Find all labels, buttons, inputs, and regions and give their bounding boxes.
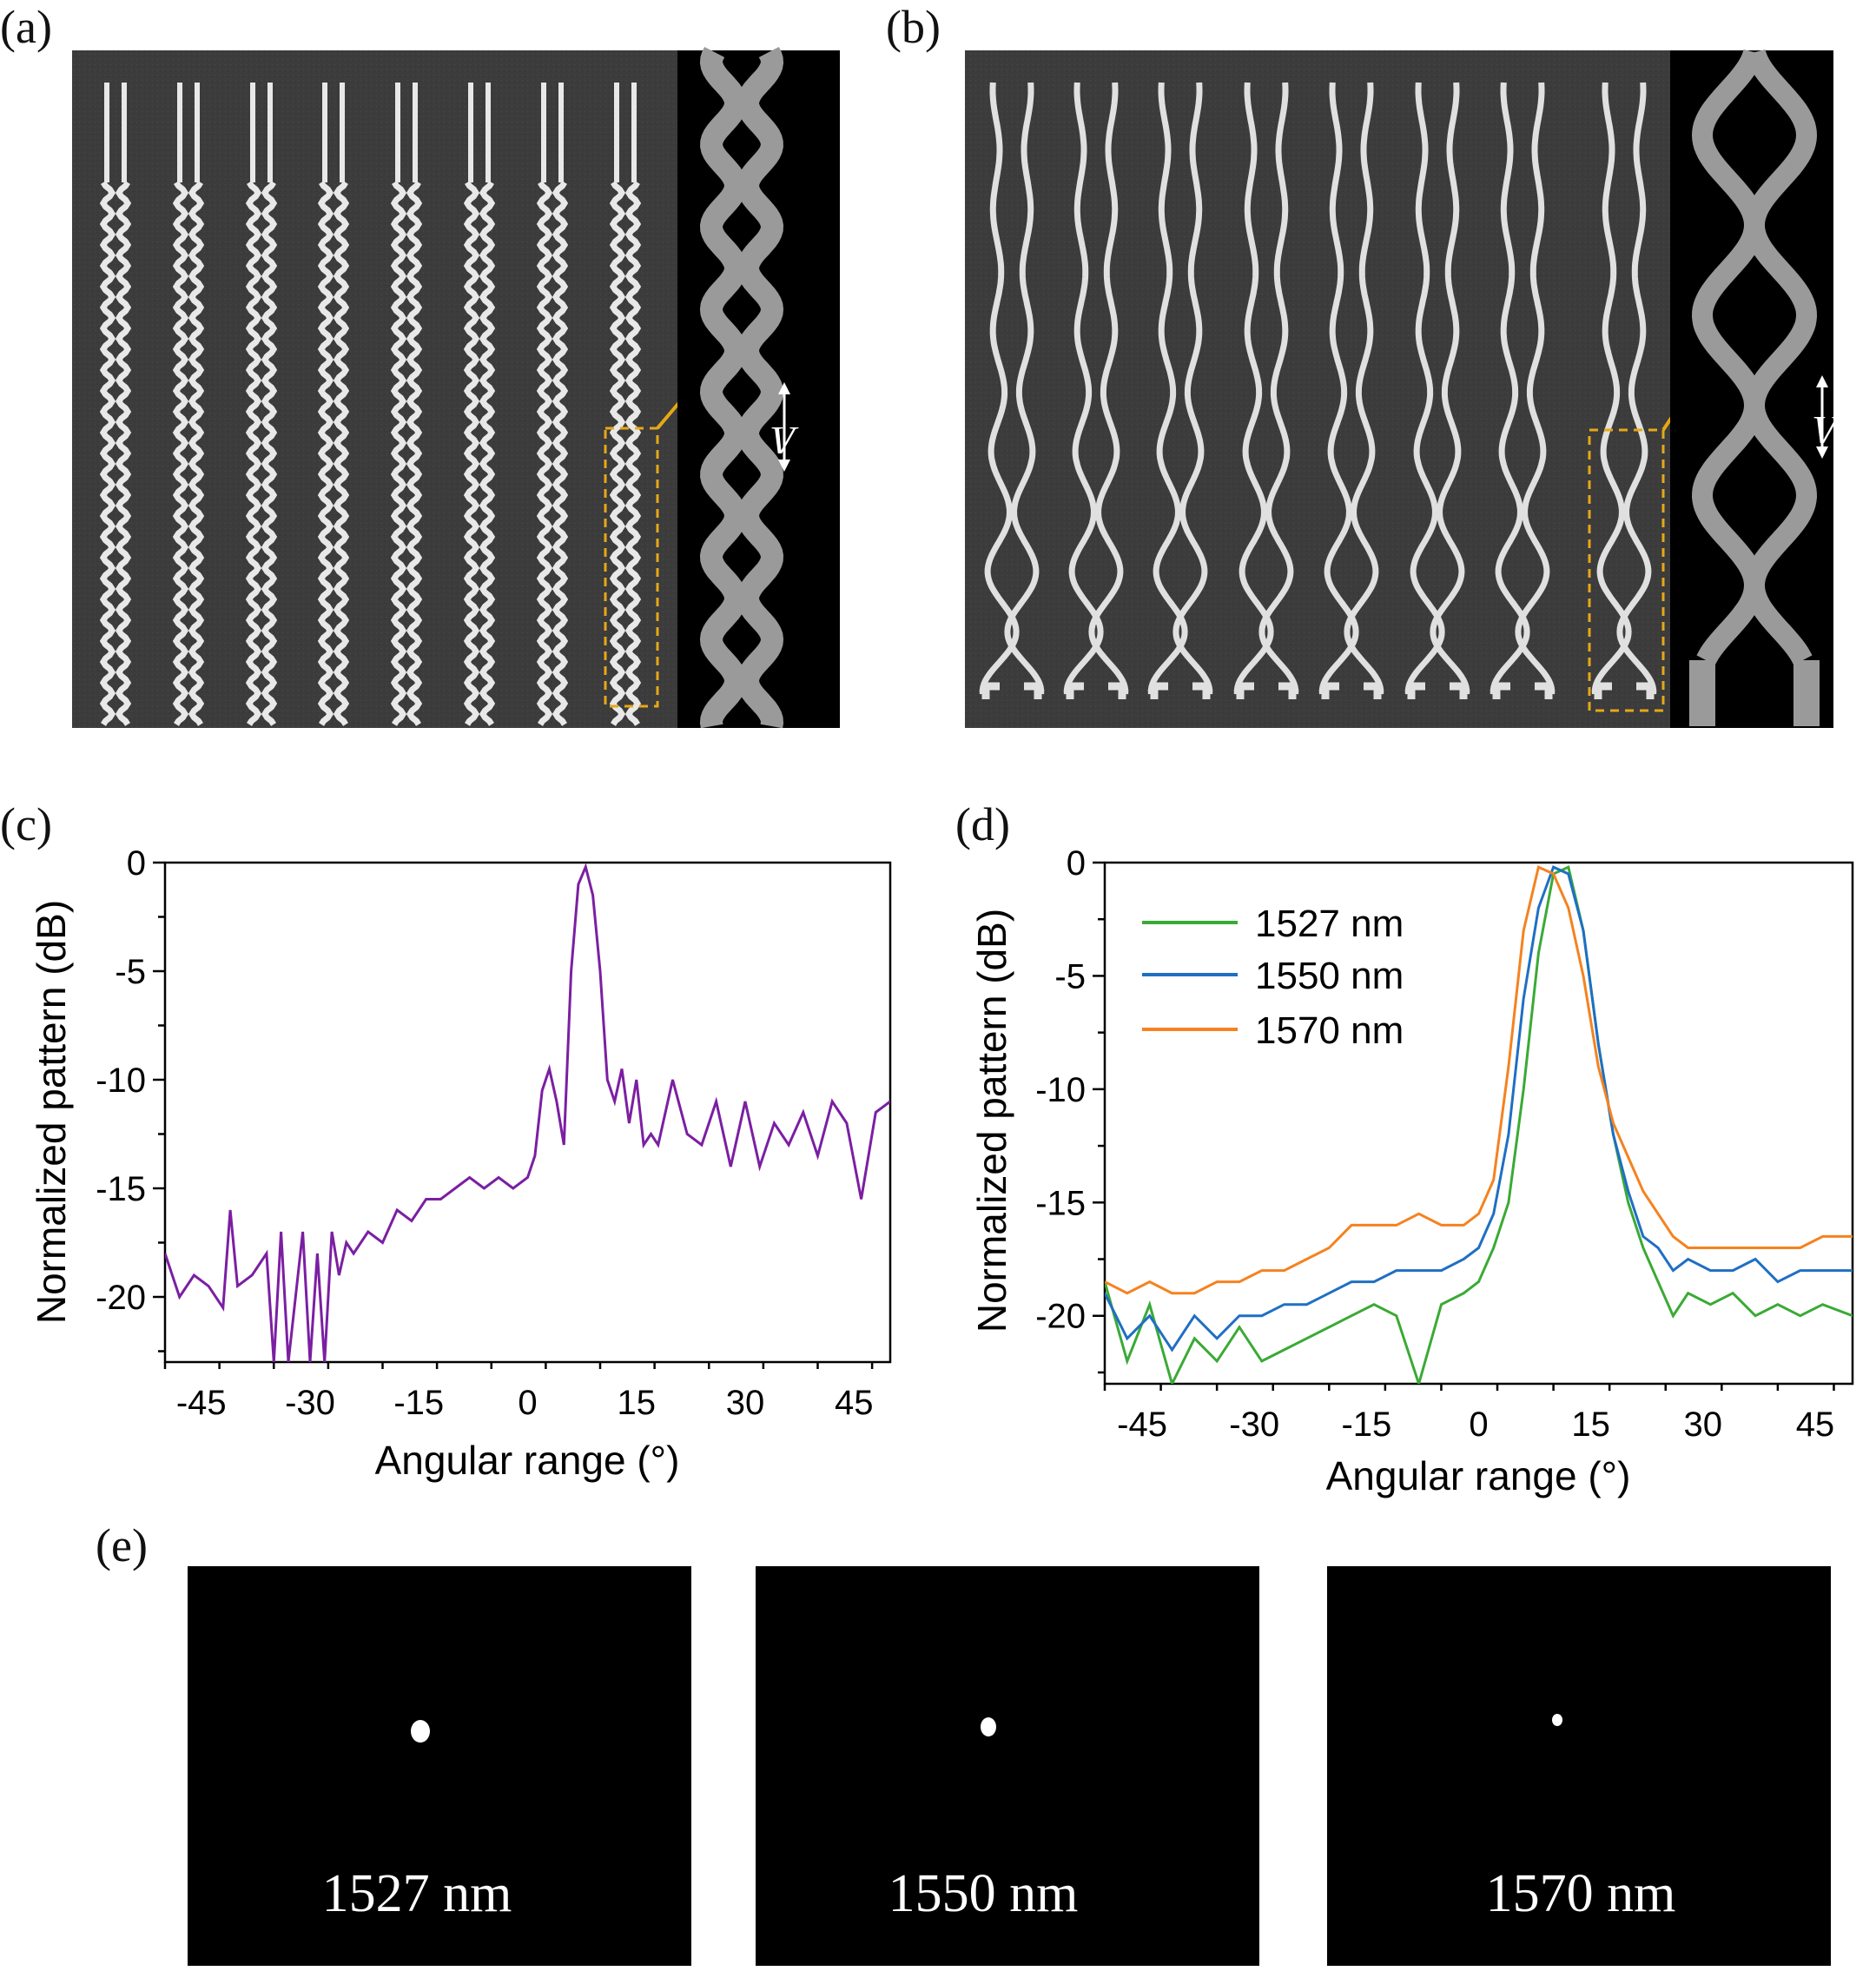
legend-label-1550: 1550 nm <box>1255 955 1404 997</box>
chart-c: -45 -30 -15 0 15 30 45 0 -5 -10 -15 -20 Angular ran… <box>29 844 892 1483</box>
beam-spot-1570 <box>1552 1714 1562 1726</box>
highlight-box-a <box>604 427 659 708</box>
camera-frame-1550: 1550 nm <box>756 1566 1259 1966</box>
chart-d-xtick-label: 0 <box>1469 1405 1488 1444</box>
chart-d-series-1570 <box>1105 865 1853 1295</box>
chart-d-xtick-label: -30 <box>1229 1405 1279 1444</box>
inset-a-waveguides <box>699 46 784 729</box>
legend-label-1527: 1527 nm <box>1255 903 1404 945</box>
chart-c-frame <box>163 861 892 1364</box>
chart-c-xtick-label: 45 <box>835 1384 874 1422</box>
chart-c-xtick-label: 30 <box>726 1384 765 1422</box>
period-marker-b: Λ <box>1813 375 1841 459</box>
chart-d-xtick-label: 30 <box>1684 1405 1723 1444</box>
chart-c-xlabel: Angular range (°) <box>375 1438 680 1483</box>
period-marker-a: Λ <box>771 382 799 472</box>
chart-d-xtick-label: -15 <box>1341 1405 1391 1444</box>
chart-c-ytick-label: -15 <box>96 1170 146 1208</box>
chart-d-ylabel: Normalized pattern (dB) <box>969 909 1014 1333</box>
chart-c-xtick-label: -45 <box>176 1384 227 1422</box>
camera-frame-1570: 1570 nm <box>1327 1566 1831 1966</box>
camera-label-1527: 1527 nm <box>322 1864 512 1923</box>
chart-d-xtick-label: -45 <box>1117 1405 1167 1444</box>
period-label-b: Λ <box>1813 408 1841 453</box>
waveguide-array-b <box>979 82 1657 699</box>
chart-c-xtick-label: 0 <box>518 1384 537 1422</box>
beam-spot-1527 <box>411 1720 430 1743</box>
panel-label-a: (a) <box>0 1 52 53</box>
chart-d-ytick-label: -15 <box>1035 1184 1086 1222</box>
chart-c-ytick-label: -10 <box>96 1062 146 1100</box>
chart-d-series-1550 <box>1105 865 1853 1353</box>
chart-d-xtick-label: 15 <box>1571 1405 1610 1444</box>
camera-frame-1527: 1527 nm <box>188 1566 691 1966</box>
camera-label-1570: 1570 nm <box>1486 1864 1676 1923</box>
chart-d-ytick-label: -10 <box>1035 1071 1086 1109</box>
chart-d-frame <box>1103 861 1854 1386</box>
chart-d-series-1527 <box>1105 865 1853 1384</box>
chart-c-ytick-label: 0 <box>127 844 146 883</box>
chart-c-ticks: -45 -30 -15 0 15 30 45 0 -5 -10 -15 -20 <box>96 844 873 1422</box>
chart-d-legend: 1527 nm 1550 nm 1570 nm <box>1142 903 1404 1052</box>
chart-c-xtick-label: 15 <box>618 1384 657 1422</box>
camera-label-1550: 1550 nm <box>888 1864 1079 1923</box>
period-label-a: Λ <box>771 419 799 463</box>
sem-b-background <box>965 50 1670 728</box>
chart-d-ticks: -45 -30 -15 0 15 30 45 0 -5 -10 -15 -20 <box>1035 844 1835 1444</box>
chart-d-ytick-label: 0 <box>1067 844 1086 883</box>
highlight-box-b <box>1588 428 1665 712</box>
chart-d-xlabel: Angular range (°) <box>1326 1453 1631 1498</box>
panel-label-d: (d) <box>955 798 1010 850</box>
inset-b-waveguides <box>1689 49 1820 726</box>
chart-c-ytick-label: -20 <box>96 1279 146 1317</box>
chart-c-series-line <box>165 863 890 1362</box>
sem-image-b: Λ <box>965 49 1841 728</box>
panel-label-e: (e) <box>96 1519 148 1571</box>
chart-c-xtick-label: -15 <box>393 1384 444 1422</box>
chart-d-xtick-label: 45 <box>1796 1405 1835 1444</box>
beam-spot-1550 <box>981 1717 996 1736</box>
waveguide-array-a <box>99 83 642 726</box>
sem-a-background <box>72 50 677 728</box>
chart-d-ytick-label: -20 <box>1035 1298 1086 1336</box>
panel-label-c: (c) <box>0 798 52 850</box>
chart-d: -45 -30 -15 0 15 30 45 0 -5 -10 -15 -20 1527 nm 155… <box>969 844 1854 1498</box>
camera-frames: 1527 nm 1550 nm 1570 nm <box>188 1566 1831 1966</box>
chart-d-ytick-label: -5 <box>1054 957 1086 995</box>
legend-label-1570: 1570 nm <box>1255 1009 1404 1052</box>
chart-c-xtick-label: -30 <box>285 1384 335 1422</box>
panel-label-b: (b) <box>886 1 941 53</box>
chart-c-ylabel: Normalized pattern (dB) <box>29 900 74 1324</box>
sem-image-a: Λ <box>72 46 840 729</box>
chart-c-ytick-label: -5 <box>115 953 146 991</box>
